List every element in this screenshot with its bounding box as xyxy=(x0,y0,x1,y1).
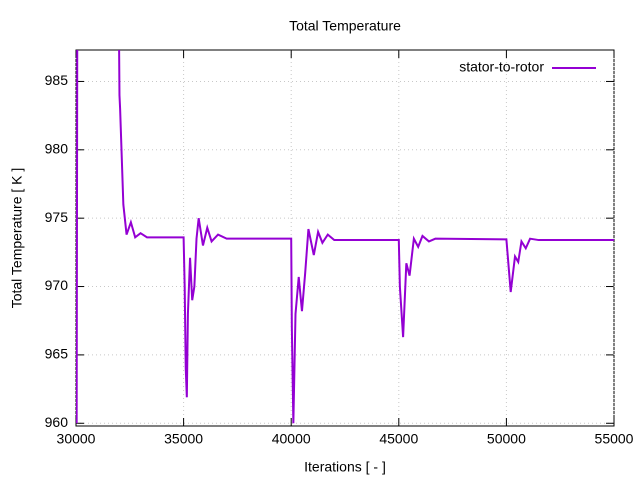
y-tick-label: 975 xyxy=(45,209,69,225)
y-tick-label: 980 xyxy=(45,141,69,157)
y-tick-label: 965 xyxy=(45,346,69,362)
x-tick-label: 40000 xyxy=(272,431,311,447)
legend-label: stator-to-rotor xyxy=(459,59,544,75)
y-tick-label: 985 xyxy=(45,72,69,88)
chart-title: Total Temperature xyxy=(289,18,401,34)
x-tick-label: 50000 xyxy=(487,431,526,447)
x-tick-label: 55000 xyxy=(595,431,634,447)
x-tick-label: 35000 xyxy=(164,431,203,447)
y-tick-label: 970 xyxy=(45,277,69,293)
data-line xyxy=(76,50,614,424)
x-tick-label: 30000 xyxy=(57,431,96,447)
x-axis-label: Iterations [ - ] xyxy=(304,459,386,475)
y-axis-label: Total Temperature [ K ] xyxy=(9,168,25,309)
x-tick-label: 45000 xyxy=(379,431,418,447)
y-tick-label: 960 xyxy=(45,414,69,430)
